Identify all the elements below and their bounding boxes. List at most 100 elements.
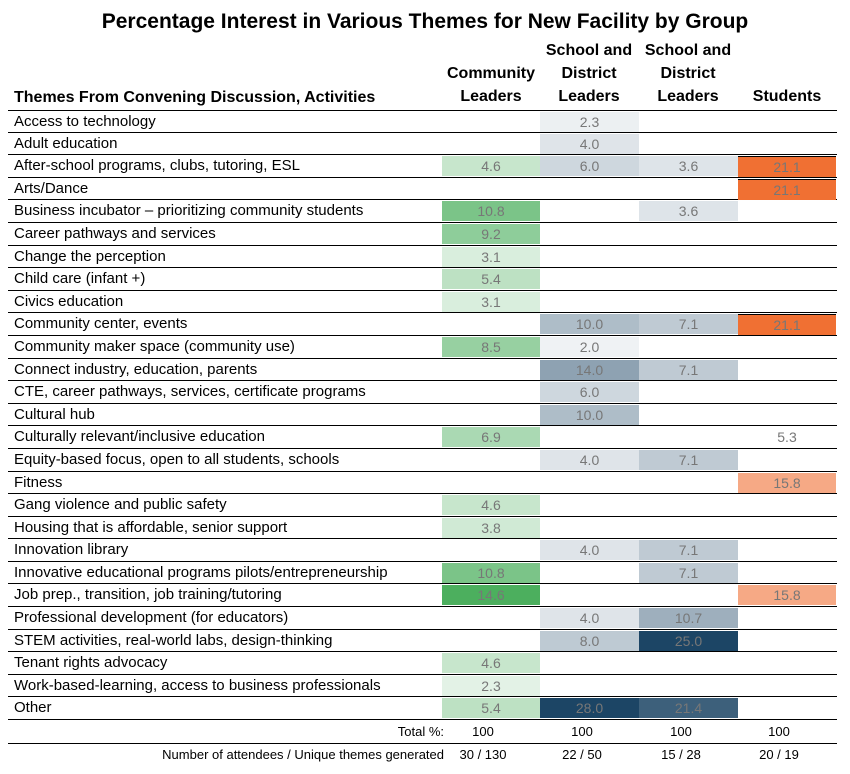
value-cell: 7.1	[639, 562, 738, 583]
footer-label: Number of attendees / Unique themes gene…	[162, 747, 444, 762]
value-cell: 14.0	[540, 359, 639, 380]
value-cell: 3.1	[442, 291, 540, 312]
value-cell: 28.0	[540, 698, 639, 719]
theme-label: Professional development (for educators)	[14, 609, 289, 627]
table-row: Community maker space (community use) 8.5…	[8, 336, 837, 359]
theme-label: Community center, events	[14, 315, 188, 333]
column-header-line: Students	[752, 88, 822, 105]
value-cell: 6.0	[540, 156, 639, 177]
footer-label: Total %:	[397, 724, 444, 739]
theme-label: Equity-based focus, open to all students…	[14, 450, 340, 468]
value-cell: 4.0	[540, 540, 639, 561]
theme-label: STEM activities, real-world labs, design…	[14, 631, 333, 649]
table-row: Culturally relevant/inclusive education 6…	[8, 426, 837, 449]
theme-label: Cultural hub	[14, 405, 95, 423]
table-row: Access to technology 2.3	[8, 110, 837, 133]
theme-label: After-school programs, clubs, tutoring, …	[14, 157, 300, 175]
column-header-line: School and	[644, 42, 732, 59]
value-cell: 3.6	[639, 201, 738, 222]
value-cell: 7.1	[639, 314, 738, 335]
value-cell: 4.6	[442, 156, 540, 177]
theme-label: Work-based-learning, access to business …	[14, 676, 381, 694]
column-header-0: Community Leaders	[442, 62, 540, 108]
value-cell: 5.3	[738, 427, 836, 448]
column-header-line: Leaders	[460, 88, 522, 105]
value-cell: 25.0	[639, 630, 738, 651]
column-header-line: Leaders	[657, 88, 719, 105]
value-cell: 14.6	[442, 585, 540, 606]
value-cell: 10.0	[540, 314, 639, 335]
value-cell: 9.2	[442, 223, 540, 244]
table-row: Child care (infant +) 5.4	[8, 268, 837, 291]
column-header-line: School and	[545, 42, 633, 59]
footer-value: 100	[472, 724, 494, 739]
value-cell: 21.4	[639, 698, 738, 719]
table-row: Change the perception 3.1	[8, 246, 837, 269]
value-cell: 7.1	[639, 359, 738, 380]
row-header: Themes From Convening Discussion, Activi…	[14, 89, 376, 106]
table-row: Civics education 3.1	[8, 291, 837, 314]
footer-value: 100	[768, 724, 790, 739]
theme-label: Child care (infant +)	[14, 270, 146, 288]
theme-label: Access to technology	[14, 113, 156, 130]
footer-value: 22 / 50	[562, 747, 602, 762]
theme-label: Business incubator – prioritizing commun…	[14, 202, 364, 220]
theme-label: Gang violence and public safety	[14, 496, 227, 514]
value-cell: 4.0	[540, 133, 639, 154]
value-cell: 7.1	[639, 540, 738, 561]
theme-label: Tenant rights advocacy	[14, 654, 168, 672]
value-cell: 15.8	[738, 472, 836, 493]
footer-row: Total %: 100 100 100 100	[8, 721, 837, 744]
theme-label: Career pathways and services	[14, 224, 216, 242]
column-header-3: Students	[738, 85, 836, 108]
theme-label: Housing that is affordable, senior suppo…	[14, 518, 288, 536]
table-row: Cultural hub 10.0	[8, 404, 837, 427]
value-cell: 7.1	[639, 449, 738, 470]
column-header-line: District	[660, 65, 716, 82]
table-row: Connect industry, education, parents 14.0…	[8, 359, 837, 382]
footer-value: 100	[670, 724, 692, 739]
value-cell: 10.7	[639, 608, 738, 629]
table-row: Business incubator – prioritizing commun…	[8, 200, 837, 223]
footer-value: 30 / 130	[459, 747, 507, 762]
value-cell: 6.0	[540, 382, 639, 403]
table-row: Career pathways and services 9.2	[8, 223, 837, 246]
chart-title: Percentage Interest in Various Themes fo…	[101, 10, 749, 33]
value-cell: 5.4	[442, 698, 540, 719]
table-row: Equity-based focus, open to all students…	[8, 449, 837, 472]
value-cell: 4.0	[540, 449, 639, 470]
footer-value: 20 / 19	[759, 747, 799, 762]
value-cell: 4.6	[442, 653, 540, 674]
theme-label: Fitness	[14, 473, 63, 491]
value-cell: 15.8	[738, 585, 836, 606]
table-row: Gang violence and public safety 4.6	[8, 494, 837, 517]
theme-label: Adult education	[14, 134, 118, 152]
table-row: Tenant rights advocacy 4.6	[8, 652, 837, 675]
column-header-line: Community	[447, 65, 535, 82]
table-row: Professional development (for educators)…	[8, 607, 837, 630]
value-cell: 3.8	[442, 517, 540, 538]
value-cell: 10.0	[540, 404, 639, 425]
column-header-line: District	[561, 65, 617, 82]
value-cell: 8.5	[442, 336, 540, 357]
theme-label: Other	[14, 699, 52, 717]
value-cell: 21.1	[738, 314, 836, 336]
theme-label: Culturally relevant/inclusive education	[14, 428, 265, 446]
theme-label: CTE, career pathways, services, certific…	[14, 383, 366, 401]
column-header-2: School and District Leaders	[639, 39, 737, 108]
table-row: Fitness 15.8	[8, 472, 837, 495]
value-cell: 4.0	[540, 608, 639, 629]
value-cell: 6.9	[442, 427, 540, 448]
footer-value: 15 / 28	[661, 747, 701, 762]
footer-value: 100	[571, 724, 593, 739]
value-cell: 2.3	[540, 112, 639, 132]
table-row: Adult education 4.0	[8, 133, 837, 156]
theme-label: Community maker space (community use)	[14, 337, 295, 355]
table-row: Housing that is affordable, senior suppo…	[8, 517, 837, 540]
table-row: Innovation library 4.0 7.1	[8, 539, 837, 562]
table-row: CTE, career pathways, services, certific…	[8, 381, 837, 404]
table-row: Other 5.4 28.0 21.4	[8, 697, 837, 721]
table-row: After-school programs, clubs, tutoring, …	[8, 155, 837, 178]
table-row: Community center, events 10.0 7.1 21.1	[8, 313, 837, 336]
table-row: Arts/Dance 21.1	[8, 178, 837, 201]
